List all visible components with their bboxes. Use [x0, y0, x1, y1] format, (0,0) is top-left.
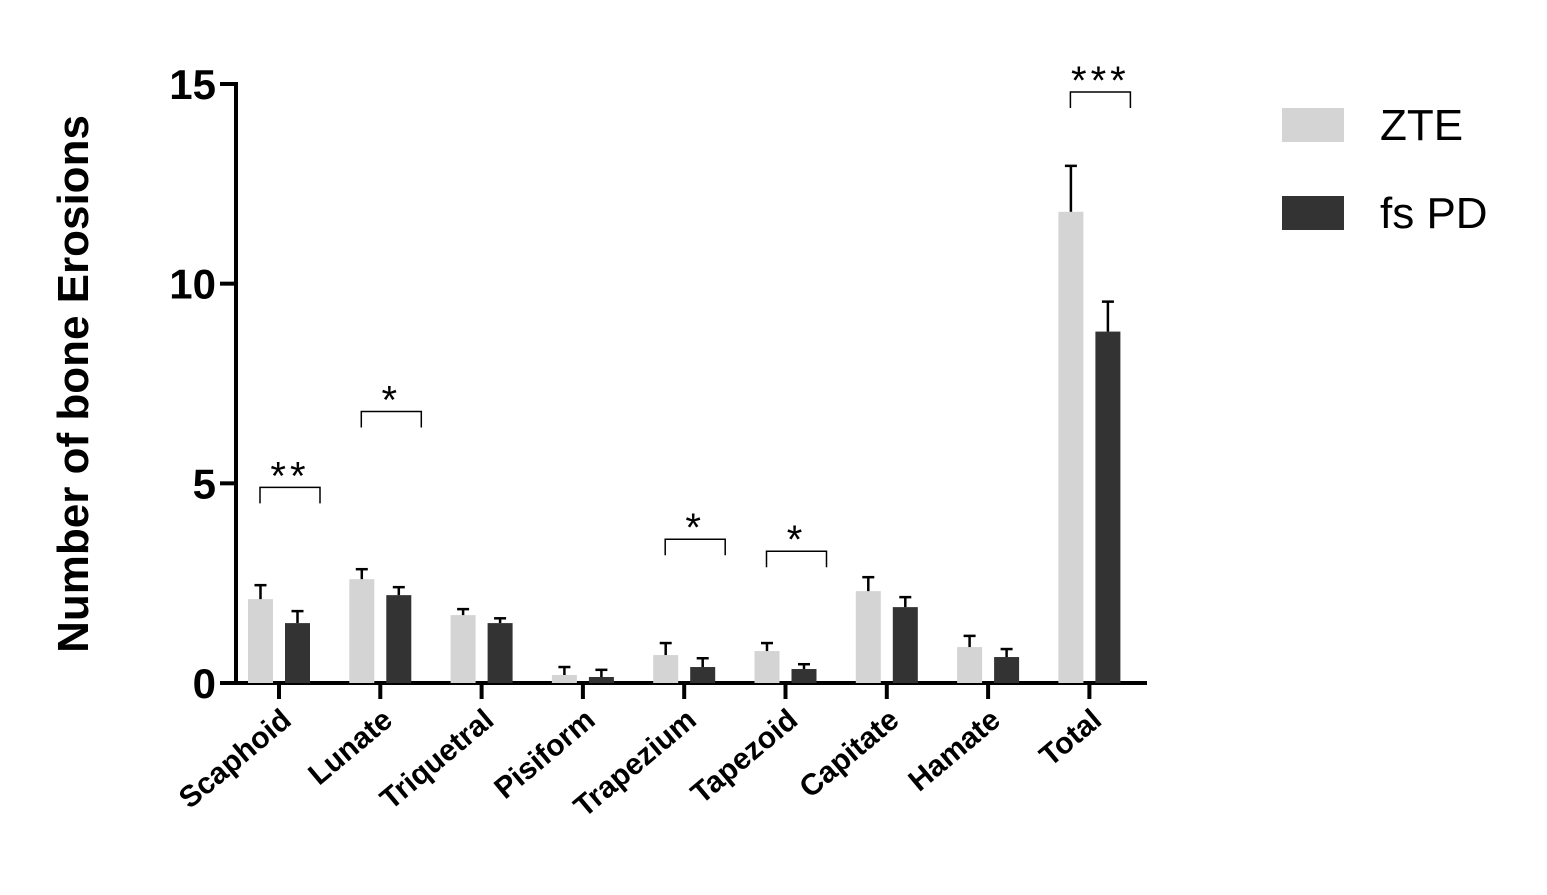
significance-bracket: [765, 550, 828, 568]
legend-label: ZTE: [1380, 101, 1463, 150]
significance-bracket: [360, 410, 423, 428]
bar-fs-pd: [285, 623, 310, 683]
bar-fs-pd: [690, 667, 716, 683]
significance-label: *: [382, 378, 402, 422]
bar-zte: [349, 579, 375, 683]
bar-zte: [754, 651, 780, 683]
significance-bracket: [1069, 91, 1132, 108]
legend-label: fs PD: [1380, 189, 1488, 238]
bar-zte: [450, 615, 476, 683]
bar-zte: [957, 647, 983, 683]
bar-fs-pd: [791, 669, 817, 683]
x-tick-label: Triquetral: [374, 703, 500, 816]
y-tick-label: 0: [193, 660, 216, 707]
significance-label: **: [270, 454, 309, 498]
x-tick-label: Scaphoid: [173, 703, 298, 815]
legend-swatch: [1282, 196, 1344, 230]
significance-label: *: [685, 506, 705, 550]
significance-bracket: [664, 538, 726, 556]
bars: [248, 211, 1121, 683]
bar-zte: [248, 599, 273, 683]
bar-fs-pd: [588, 677, 614, 683]
significance-bracket: [259, 486, 321, 504]
x-tick-label: Capitate: [793, 703, 905, 804]
bar-fs-pd: [1095, 331, 1121, 683]
bar-zte: [1058, 211, 1084, 683]
bar-zte: [653, 655, 679, 683]
bar-fs-pd: [386, 595, 412, 683]
legend-swatch: [1282, 108, 1344, 142]
error-bars: [254, 164, 1114, 678]
x-tick-label: Hamate: [902, 703, 1006, 798]
x-tick-label: Lunate: [302, 703, 399, 791]
bar-zte: [551, 675, 577, 683]
x-tick-label: Total: [1033, 703, 1107, 773]
y-axis: 0 5 10 15: [169, 61, 238, 707]
y-tick-label: 10: [169, 261, 216, 308]
y-tick-label: 15: [169, 61, 216, 108]
legend: ZTE fs PD: [1282, 101, 1488, 238]
y-tick-label: 5: [193, 460, 216, 507]
bar-fs-pd: [892, 607, 918, 683]
significance-label: *: [787, 518, 807, 562]
significance-label: ***: [1071, 59, 1130, 103]
x-tick-label: Tapezoid: [685, 703, 804, 810]
bar-fs-pd: [487, 623, 513, 683]
significance-markers: **** ****: [259, 59, 1132, 568]
bar-zte: [855, 591, 881, 683]
y-axis-label: Number of bone Erosions: [49, 115, 98, 653]
bar-fs-pd: [994, 657, 1020, 683]
x-axis: Scaphoid LunateTriquetralPisiformTrapeziu…: [173, 681, 1147, 824]
